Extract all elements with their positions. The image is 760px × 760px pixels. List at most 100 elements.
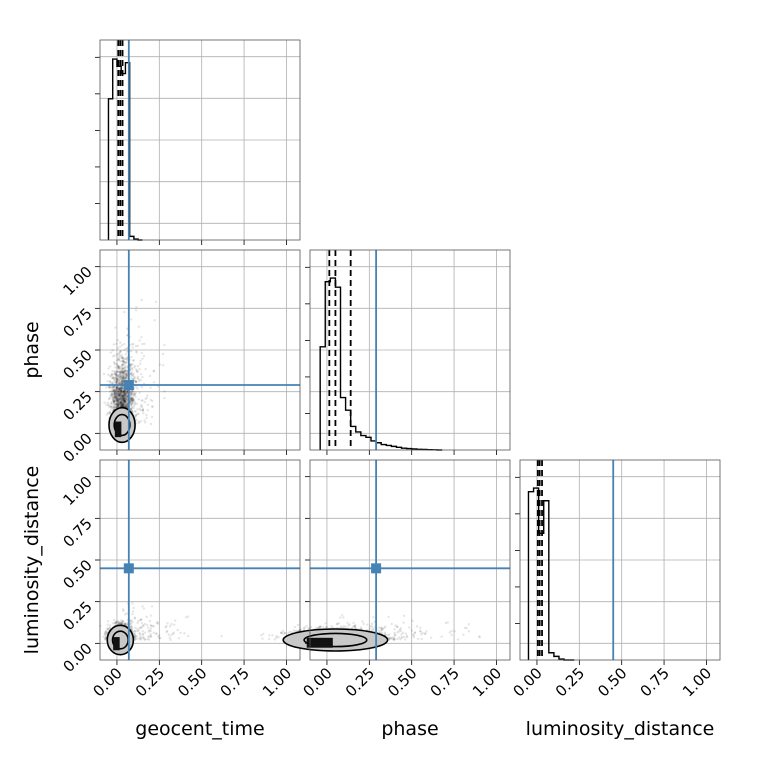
sample-point (302, 627, 306, 630)
sample-point (146, 637, 149, 641)
sample-point (478, 635, 481, 638)
sample-point (125, 393, 128, 396)
sample-point (118, 402, 122, 405)
sample-point (119, 341, 122, 344)
sample-point (110, 373, 114, 376)
sample-point (122, 395, 125, 398)
sample-point (121, 372, 125, 375)
sample-point (119, 360, 122, 363)
sample-point (125, 376, 129, 379)
sample-point (131, 602, 134, 605)
sample-point (140, 403, 143, 407)
sample-point (116, 377, 119, 381)
sample-point (123, 402, 127, 405)
sample-point (119, 387, 122, 390)
sample-point (125, 374, 128, 377)
sample-point (109, 404, 113, 408)
sample-point (132, 606, 135, 610)
sample-point (117, 392, 120, 395)
sample-point (116, 395, 120, 398)
sample-point (124, 369, 127, 372)
sample-point (397, 636, 401, 639)
sample-point (140, 405, 144, 409)
sample-point (121, 382, 124, 385)
sample-point (112, 393, 115, 397)
sample-point (138, 631, 141, 635)
sample-point (118, 392, 122, 395)
sample-point (149, 422, 153, 426)
sample-point (122, 395, 125, 399)
sample-point (453, 630, 456, 633)
sample-point (123, 369, 127, 373)
sample-point (104, 631, 107, 634)
sample-point (118, 399, 122, 402)
sample-point (129, 377, 133, 380)
sample-point (120, 399, 124, 403)
sample-point (112, 405, 115, 408)
sample-point (104, 637, 107, 640)
sample-point (273, 638, 276, 641)
sample-point (123, 376, 126, 380)
sample-point (140, 298, 144, 302)
sample-point (116, 398, 119, 401)
sample-point (318, 625, 322, 628)
sample-point (123, 399, 126, 402)
sample-point (117, 390, 120, 393)
sample-point (134, 637, 137, 641)
sample-point (104, 629, 108, 633)
sample-point (119, 621, 123, 625)
sample-point (118, 395, 122, 398)
sample-point (305, 624, 308, 628)
sample-point (138, 367, 141, 371)
sample-point (120, 389, 124, 393)
sample-point (131, 346, 134, 349)
sample-point (135, 351, 138, 354)
sample-point (125, 612, 129, 615)
sample-point (142, 624, 145, 628)
sample-point (271, 634, 274, 637)
sample-point (275, 636, 278, 639)
sample-point (114, 621, 118, 624)
sample-point (346, 621, 349, 625)
sample-point (119, 402, 123, 405)
x-tick-label: 0.00 (509, 664, 545, 700)
sample-point (121, 394, 125, 398)
sample-point (173, 619, 177, 622)
sample-point (122, 399, 125, 403)
sample-point (110, 392, 113, 396)
sample-point (113, 389, 117, 392)
sample-point (122, 390, 125, 393)
sample-point (121, 393, 124, 397)
sample-point (129, 399, 133, 402)
sample-point (132, 398, 135, 401)
sample-point (119, 404, 122, 407)
sample-point (123, 368, 126, 371)
sample-point (122, 390, 126, 393)
sample-point (119, 397, 123, 401)
sample-point (131, 399, 134, 403)
sample-point (106, 411, 110, 414)
sample-point (117, 404, 120, 408)
histogram-phase (319, 277, 443, 451)
sample-point (106, 380, 109, 383)
sample-point (117, 389, 121, 393)
sample-point (125, 398, 128, 401)
sample-point (125, 357, 128, 360)
sample-point (120, 398, 124, 401)
sample-point (123, 377, 127, 380)
sample-point (104, 631, 108, 634)
sample-point (361, 620, 364, 623)
sample-point (116, 404, 120, 407)
sample-point (119, 400, 123, 404)
sample-point (450, 629, 453, 633)
sample-point (322, 626, 325, 629)
sample-point (123, 391, 126, 395)
sample-point (118, 399, 122, 402)
sample-point (398, 628, 402, 631)
y-tick-label: 0.25 (59, 388, 95, 424)
sample-point (110, 392, 114, 396)
sample-point (131, 395, 135, 398)
sample-point (124, 357, 127, 361)
sample-point (114, 382, 117, 385)
sample-point (116, 377, 119, 381)
